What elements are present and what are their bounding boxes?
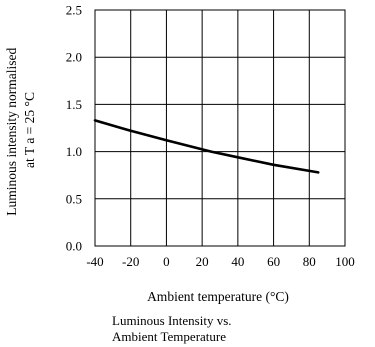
y-axis-label-line-1: Luminous intensity normalised — [4, 47, 19, 215]
x-tick-label: -20 — [122, 254, 139, 269]
series-layer — [93, 119, 320, 174]
x-axis-label: Ambient temperature (°C) — [147, 289, 289, 304]
x-tick-label: 40 — [231, 254, 244, 269]
y-tick-label: 2.5 — [66, 3, 82, 18]
y-tick-labels: 0.0 0.5 1.0 1.5 2.0 2.5 — [66, 3, 82, 254]
y-tick-label: 1.5 — [66, 97, 82, 112]
chart-caption-line-2: Ambient Temperature — [112, 329, 226, 344]
y-tick-label: 0.0 — [66, 239, 82, 254]
x-tick-label: 80 — [303, 254, 316, 269]
chart-caption: Luminous Intensity vs. Ambient Temperatu… — [112, 313, 235, 344]
x-tick-label: 100 — [335, 254, 355, 269]
x-tick-label: 60 — [267, 254, 280, 269]
y-tick-label: 1.0 — [66, 144, 82, 159]
y-tick-label: 2.0 — [66, 50, 82, 65]
x-tick-label: -40 — [86, 254, 103, 269]
chart-caption-line-1: Luminous Intensity vs. — [112, 313, 232, 328]
y-axis-label: Luminous intensity normalised at T a = 2… — [4, 44, 37, 215]
x-tick-labels: -40 -20 0 20 40 60 80 100 — [86, 254, 354, 269]
grid-lines — [95, 10, 345, 246]
y-axis-label-line-2: at T a = 25 °C — [22, 92, 37, 168]
series-line — [93, 119, 320, 174]
x-tick-label: 20 — [196, 254, 209, 269]
x-tick-label: 0 — [163, 254, 170, 269]
y-tick-label: 0.5 — [66, 191, 82, 206]
plot-frame — [94, 9, 346, 247]
